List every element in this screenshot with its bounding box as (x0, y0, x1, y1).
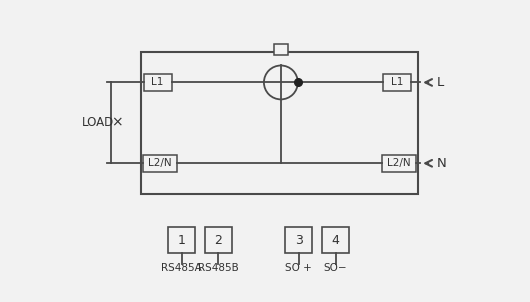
Bar (206, 227, 232, 253)
Text: SO−: SO− (324, 263, 347, 273)
Text: RS485A: RS485A (161, 263, 202, 273)
Text: 3: 3 (295, 234, 303, 247)
Bar (141, 52, 418, 194)
Text: SO +: SO + (285, 263, 312, 273)
Text: 2: 2 (215, 234, 223, 247)
Text: 4: 4 (332, 234, 340, 247)
Circle shape (264, 66, 298, 99)
Text: ×: × (111, 115, 122, 130)
Bar (169, 227, 195, 253)
Text: N: N (437, 157, 447, 170)
Bar (322, 227, 349, 253)
Bar (144, 74, 172, 91)
Bar (143, 155, 177, 172)
Bar (274, 44, 288, 55)
Text: LOAD: LOAD (82, 116, 113, 129)
Text: L2/N: L2/N (387, 158, 411, 168)
Text: L1: L1 (391, 77, 403, 88)
Bar (286, 227, 312, 253)
Bar (383, 74, 411, 91)
Text: L1: L1 (152, 77, 164, 88)
Text: L2/N: L2/N (148, 158, 172, 168)
Text: 1: 1 (178, 234, 186, 247)
Text: RS485B: RS485B (198, 263, 239, 273)
Text: L: L (437, 76, 445, 89)
Bar (382, 155, 416, 172)
